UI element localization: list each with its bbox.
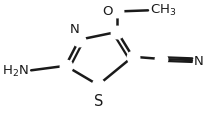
Text: O: O <box>102 5 113 18</box>
Text: CH$_3$: CH$_3$ <box>150 3 176 18</box>
Text: H$_2$N: H$_2$N <box>3 63 29 78</box>
Text: S: S <box>93 93 103 108</box>
Text: N: N <box>69 23 79 36</box>
Text: N: N <box>194 54 204 67</box>
